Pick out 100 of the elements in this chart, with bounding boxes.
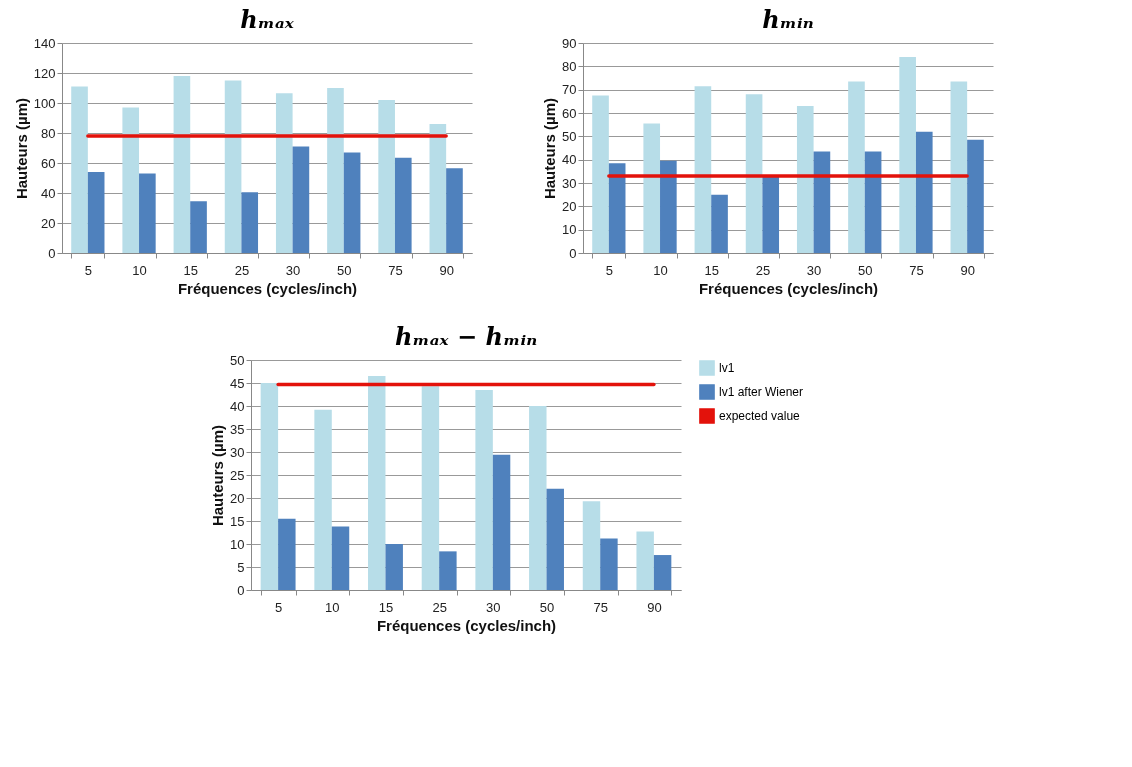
bar xyxy=(694,86,712,253)
bar xyxy=(711,194,728,253)
bar xyxy=(314,409,332,590)
bar xyxy=(592,95,609,253)
x-tick-label: 5 xyxy=(605,262,613,278)
bar xyxy=(643,123,661,253)
bar xyxy=(394,157,412,253)
x-tick-label: 50 xyxy=(858,262,873,278)
y-tick-label: 20 xyxy=(230,490,245,506)
x-tick-label: 15 xyxy=(378,599,394,615)
y-axis-title: Hauteurs (µm) xyxy=(209,424,227,527)
bar xyxy=(848,81,865,253)
x-tick-label: 5 xyxy=(84,262,92,278)
bar xyxy=(385,544,403,590)
y-tick-label: 15 xyxy=(230,513,245,529)
bar xyxy=(368,376,386,590)
bar xyxy=(653,555,672,590)
x-tick-label: 10 xyxy=(653,262,668,278)
y-tick-label: 40 xyxy=(230,398,245,414)
bar xyxy=(439,551,457,590)
y-tick-label: 10 xyxy=(562,222,577,238)
bar xyxy=(745,94,763,253)
y-tick-label: 45 xyxy=(230,375,245,391)
bar xyxy=(864,151,882,253)
bar xyxy=(529,406,547,590)
bar xyxy=(292,146,310,253)
bar xyxy=(327,88,344,253)
y-tick-label: 35 xyxy=(230,421,245,437)
x-tick-label: 25 xyxy=(755,262,771,278)
y-tick-label: 70 xyxy=(562,82,577,98)
bar xyxy=(71,86,88,253)
bar xyxy=(582,501,601,590)
x-axis-title: Fréquences (cycles/inch) xyxy=(376,616,557,634)
y-tick-label: 30 xyxy=(562,175,577,191)
bar xyxy=(278,518,296,590)
x-tick-label: 90 xyxy=(960,262,975,278)
bar xyxy=(122,107,140,253)
legend-label: lv1 after Wiener xyxy=(719,385,804,399)
bar xyxy=(608,163,626,253)
y-axis-title: Hauteurs (µm) xyxy=(12,97,30,200)
y-tick-label: 140 xyxy=(33,35,56,51)
x-tick-label: 90 xyxy=(439,262,454,278)
y-tick-label: 20 xyxy=(562,198,577,214)
legend-label: lv1 xyxy=(719,361,735,375)
bar xyxy=(600,538,618,590)
bar xyxy=(275,93,293,253)
y-tick-label: 50 xyxy=(562,128,577,144)
x-tick-label: 10 xyxy=(325,599,340,615)
y-tick-label: 40 xyxy=(41,185,56,201)
chart-title: hₘᵢₙ xyxy=(762,5,814,34)
x-tick-label: 25 xyxy=(432,599,447,615)
y-tick-label: 80 xyxy=(41,125,56,141)
bar xyxy=(636,531,654,590)
y-tick-label: 40 xyxy=(562,152,577,168)
bar xyxy=(475,389,493,590)
y-tick-label: 100 xyxy=(33,95,56,111)
x-tick-label: 10 xyxy=(132,262,147,278)
bar xyxy=(446,168,463,253)
bar xyxy=(331,526,350,590)
y-tick-label: 60 xyxy=(41,155,56,171)
bar xyxy=(139,173,156,253)
bar xyxy=(260,383,279,590)
y-tick-label: 80 xyxy=(562,58,577,74)
x-tick-label: 15 xyxy=(704,262,719,278)
bar xyxy=(967,139,984,253)
bar xyxy=(190,201,207,253)
x-axis-title: Fréquences (cycles/inch) xyxy=(698,279,879,297)
bar xyxy=(660,160,677,253)
x-tick-label: 15 xyxy=(183,262,198,278)
y-tick-label: 50 xyxy=(230,352,245,368)
chart-title: hₘₐₓ − hₘᵢₙ xyxy=(394,322,538,351)
y-axis-title: Hauteurs (µm) xyxy=(541,97,559,200)
y-tick-label: 0 xyxy=(569,245,577,261)
bar xyxy=(343,152,361,253)
bar xyxy=(796,106,814,253)
bar xyxy=(813,151,831,253)
bar xyxy=(224,80,242,253)
bar xyxy=(429,124,447,253)
y-tick-label: 5 xyxy=(237,559,245,575)
x-tick-label: 30 xyxy=(486,599,501,615)
x-axis-title: Fréquences (cycles/inch) xyxy=(177,279,358,297)
bar xyxy=(378,100,395,253)
x-tick-label: 75 xyxy=(909,262,924,278)
y-tick-label: 90 xyxy=(562,35,577,51)
bar xyxy=(915,131,933,253)
x-tick-label: 90 xyxy=(647,599,662,615)
bar xyxy=(546,488,564,590)
bar xyxy=(173,76,191,253)
x-tick-label: 30 xyxy=(285,262,301,278)
x-tick-label: 75 xyxy=(593,599,608,615)
bar xyxy=(492,454,511,590)
y-tick-label: 10 xyxy=(230,536,245,552)
bar xyxy=(950,81,968,253)
y-tick-label: 20 xyxy=(41,215,56,231)
bar xyxy=(241,192,259,253)
y-tick-label: 0 xyxy=(237,582,245,598)
chart-title: hₘₐₓ xyxy=(240,5,295,34)
y-tick-label: 60 xyxy=(562,105,577,121)
x-tick-label: 5 xyxy=(274,599,283,615)
x-tick-label: 50 xyxy=(539,599,555,615)
